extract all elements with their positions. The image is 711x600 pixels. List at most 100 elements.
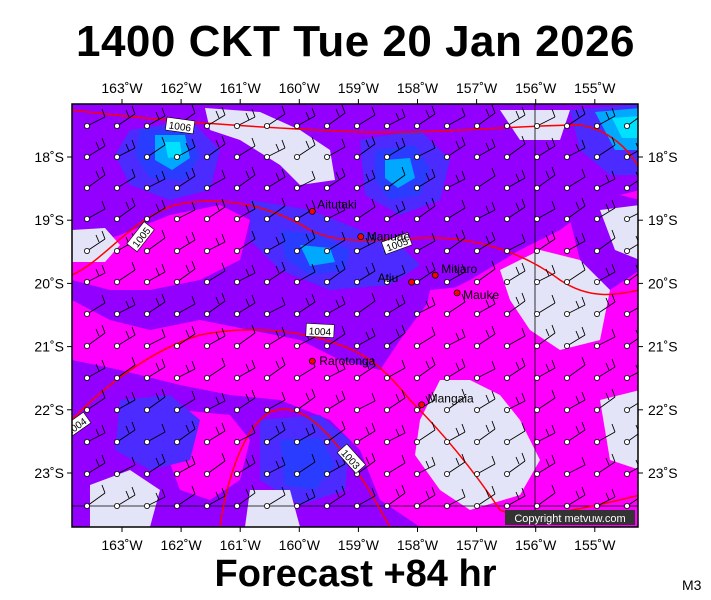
wind-barb (84, 264, 106, 285)
wind-barb (443, 423, 466, 445)
wind-barb (353, 292, 376, 317)
wind-barb (263, 139, 286, 160)
wind-barb (84, 389, 106, 413)
wind-barb (353, 233, 376, 254)
wind-barb (413, 105, 436, 130)
wind-barb (233, 294, 256, 317)
wind-barb (413, 326, 436, 349)
wind-barb (84, 454, 106, 477)
wind-barb (84, 166, 106, 191)
wind-barb (203, 198, 226, 222)
wind-barb (323, 167, 346, 191)
lat-tick-label: 20˚S (34, 275, 64, 291)
wind-barb (413, 232, 436, 254)
wind-barb (503, 487, 526, 509)
wind-barb (564, 139, 586, 160)
wind-barb (84, 137, 106, 160)
wind-barb (293, 263, 316, 285)
wind-barb (233, 454, 256, 477)
wind-barb (173, 138, 196, 160)
wind-barb (383, 137, 406, 160)
lon-tick-label: 161˚W (220, 537, 262, 553)
lon-tick-label: 163˚W (101, 80, 143, 96)
lon-tick-label: 159˚W (338, 80, 380, 96)
wind-barb (143, 388, 166, 413)
wind-barb (503, 422, 526, 445)
wind-barb (203, 292, 226, 317)
wind-barb (594, 293, 616, 317)
lon-tick-label: 155˚W (574, 537, 616, 553)
wind-barb (383, 324, 406, 349)
wind-barb (353, 262, 376, 285)
wind-barb (443, 388, 466, 413)
wind-barb (503, 452, 526, 477)
wind-barb (383, 294, 406, 317)
wind-barb (624, 117, 638, 130)
lon-tick-label: 162˚W (160, 537, 202, 553)
wind-barb (443, 358, 466, 381)
cyan-region (165, 142, 182, 158)
wind-barb (203, 327, 226, 349)
lat-tick-label: 23˚S (648, 465, 678, 481)
lon-tick-label: 156˚W (515, 80, 557, 96)
lat-tick-label: 22˚S (648, 402, 678, 418)
island-label: Manuae (367, 230, 411, 244)
wind-barb (173, 201, 196, 222)
wind-barb (564, 356, 586, 381)
wind-barb (114, 296, 136, 317)
wind-barb (323, 201, 346, 222)
wind-barb (443, 107, 466, 130)
wind-barb (413, 421, 436, 445)
wind-barb (564, 105, 586, 130)
wind-barb (323, 138, 346, 160)
wind-barb (323, 231, 346, 254)
wind-barb (413, 139, 436, 160)
wind-barb (353, 106, 376, 130)
wind-barb (443, 328, 466, 349)
wind-barb (594, 358, 616, 381)
island-marker (308, 207, 316, 215)
wind-barb (143, 107, 166, 130)
wind-barb (383, 454, 406, 477)
wind-barb (594, 488, 616, 509)
wind-barb (594, 328, 616, 349)
wind-barb (323, 295, 346, 317)
island-label: Rarotonga (319, 354, 375, 368)
wind-barb (353, 169, 376, 191)
wind-barb (503, 135, 526, 160)
map-axes: 163˚W 163˚W 162˚W 162˚W 161˚W 161˚W 160˚W 160˚W… (34, 80, 677, 553)
wind-barb (233, 389, 256, 413)
wind-barb (594, 170, 616, 191)
wind-barb (383, 359, 406, 381)
wind-barb (84, 200, 106, 222)
wind-barb (203, 262, 226, 285)
wind-barb (293, 136, 316, 160)
island-marker (431, 271, 439, 279)
wind-barb (84, 359, 106, 381)
lon-tick-label: 158˚W (397, 537, 439, 553)
wind-barb (473, 390, 496, 413)
island-marker (357, 233, 365, 241)
lat-tick-label: 23˚S (34, 465, 64, 481)
wind-barb (173, 167, 196, 191)
wind-barb (233, 264, 256, 285)
wind-barb (594, 388, 616, 413)
wind-barb (443, 136, 466, 160)
wind-barb (503, 106, 526, 130)
wind-barb (114, 326, 136, 349)
island-marker (308, 357, 316, 365)
wind-barb (564, 421, 586, 445)
wind-barb (203, 106, 226, 130)
wind-barb (173, 485, 196, 509)
wind-barb (594, 136, 616, 160)
blue-region (115, 395, 200, 470)
copyright-box (505, 510, 635, 525)
wind-barb (263, 197, 286, 222)
wind-barb (84, 324, 106, 349)
wind-barb (353, 327, 376, 349)
wind-barb (443, 263, 466, 285)
wind-barb (143, 423, 166, 445)
wind-barb (534, 230, 556, 254)
wind-barb (293, 293, 316, 317)
lat-tick-label: 18˚S (34, 149, 64, 165)
